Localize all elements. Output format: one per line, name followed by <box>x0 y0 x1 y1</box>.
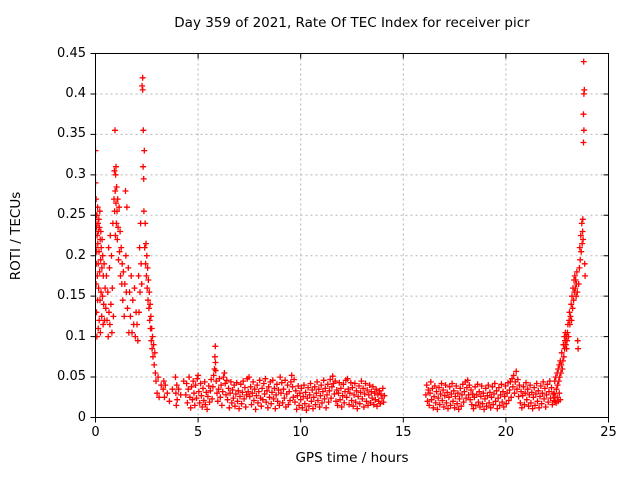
chart-title: Day 359 of 2021, Rate Of TEC Index for r… <box>174 15 530 31</box>
x-tick-label-10: 10 <box>292 425 309 440</box>
y-tick-label-0.05: 0.05 <box>57 369 86 385</box>
plot-border <box>95 53 609 418</box>
x-axis-label: GPS time / hours <box>295 450 409 466</box>
y-tick-label-0: 0 <box>77 409 86 425</box>
y-tick-label-0.1: 0.1 <box>65 328 86 344</box>
x-tick-label-25: 25 <box>600 425 617 440</box>
x-tick-label-5: 5 <box>193 425 203 440</box>
x-tick-label-0: 0 <box>91 425 100 440</box>
tick-marks-path <box>90 53 609 423</box>
grid-lines <box>95 53 609 418</box>
y-tick-label-0.25: 0.25 <box>57 207 86 223</box>
y-tick-label-0.2: 0.2 <box>65 247 86 263</box>
y-tick-label-0.4: 0.4 <box>65 85 86 101</box>
y-tick-label-0.15: 0.15 <box>57 288 86 304</box>
y-tick-label-0.45: 0.45 <box>57 45 86 61</box>
x-tick-label-15: 15 <box>395 425 412 440</box>
axis-ticks <box>90 53 609 423</box>
y-tick-label-0.35: 0.35 <box>57 126 86 142</box>
data-points-roti <box>95 58 589 414</box>
x-tick-label-20: 20 <box>497 425 515 440</box>
y-axis-label: ROTI / TECUs <box>8 191 24 281</box>
grid-path <box>95 53 609 418</box>
y-tick-label-0.3: 0.3 <box>65 166 86 182</box>
